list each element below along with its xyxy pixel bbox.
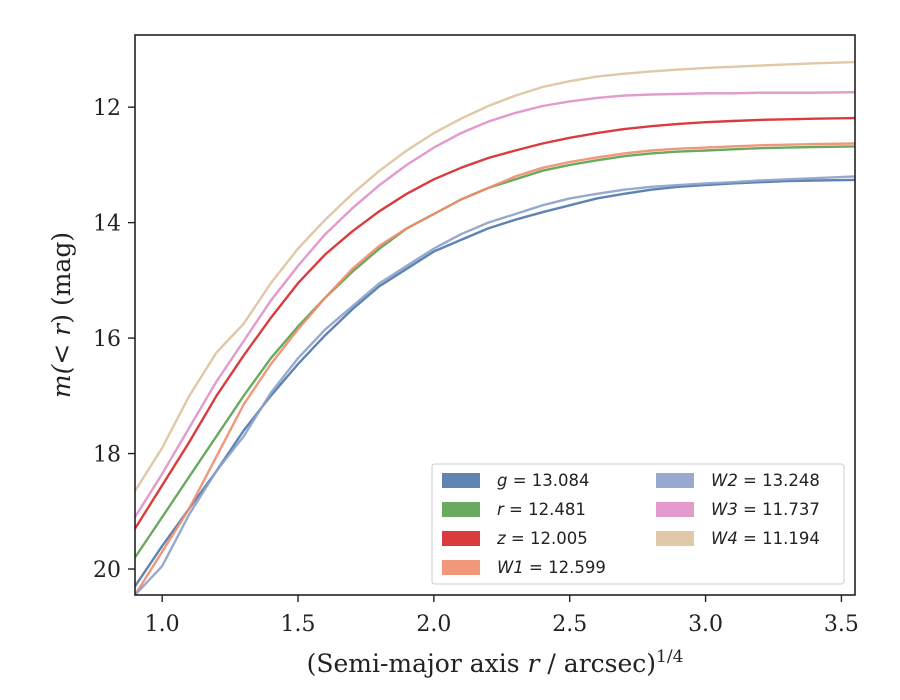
legend-label: W4 = 11.194 bbox=[711, 529, 820, 548]
legend-entry-z: z = 12.005 bbox=[442, 529, 588, 548]
legend: g = 13.084 r = 12.481 z = 12.005 W1 = 12.59… bbox=[431, 463, 845, 585]
ticks-layer: 1.0 1.5 2.0 2.5 3.0 3.5 12 14 16 18 20 bbox=[93, 96, 859, 637]
legend-swatch bbox=[442, 531, 480, 546]
series-line-W3 bbox=[135, 91, 855, 519]
y-axis-label: m(< r) (mag) bbox=[47, 232, 76, 398]
legend-entry-W4: W4 = 11.194 bbox=[656, 529, 820, 548]
y-tick-label: 12 bbox=[93, 96, 121, 121]
legend-label: r = 12.481 bbox=[497, 500, 586, 519]
series-line-g bbox=[135, 178, 855, 588]
legend-swatch bbox=[442, 502, 480, 517]
legend-box bbox=[431, 463, 845, 585]
plot-frame bbox=[134, 34, 856, 596]
x-tick-label: 1.5 bbox=[281, 612, 316, 637]
x-tick-label: 2.5 bbox=[552, 612, 587, 637]
series-line-W4 bbox=[135, 60, 855, 493]
y-tick-label: 14 bbox=[93, 212, 121, 237]
x-tick-label: 2.0 bbox=[416, 612, 451, 637]
legend-entry-W1: W1 = 12.599 bbox=[442, 558, 606, 577]
y-tick-label: 20 bbox=[93, 558, 121, 583]
legend-swatch bbox=[442, 560, 480, 575]
x-tick-label: 3.0 bbox=[688, 612, 723, 637]
y-tick-label: 16 bbox=[93, 327, 121, 352]
legend-swatch bbox=[656, 502, 694, 517]
legend-label: W2 = 13.248 bbox=[711, 471, 820, 490]
legend-entry-g: g = 13.084 bbox=[442, 471, 590, 490]
legend-entry-W2: W2 = 13.248 bbox=[656, 471, 820, 490]
series-line-W1 bbox=[135, 142, 855, 595]
y-tick-label: 18 bbox=[93, 443, 121, 468]
legend-swatch bbox=[442, 473, 480, 488]
series-line-z bbox=[135, 116, 855, 530]
legend-swatch bbox=[656, 531, 694, 546]
x-tick-label: 1.0 bbox=[145, 612, 180, 637]
series-line-W2 bbox=[135, 175, 855, 595]
legend-label: W3 = 11.737 bbox=[711, 500, 820, 519]
x-axis-label: (Semi-major axis r / arcsec)1/4 bbox=[307, 647, 684, 678]
legend-entry-W3: W3 = 11.737 bbox=[656, 500, 820, 519]
legend-swatch bbox=[656, 473, 694, 488]
x-tick-label: 3.5 bbox=[824, 612, 859, 637]
legend-label: z = 12.005 bbox=[496, 529, 588, 548]
legend-items: g = 13.084 r = 12.481 z = 12.005 W1 = 12.59… bbox=[442, 471, 820, 577]
series-layer bbox=[135, 60, 855, 595]
legend-entry-r: r = 12.481 bbox=[442, 500, 586, 519]
legend-label: g = 13.084 bbox=[497, 471, 590, 490]
legend-label: W1 = 12.599 bbox=[497, 558, 606, 577]
